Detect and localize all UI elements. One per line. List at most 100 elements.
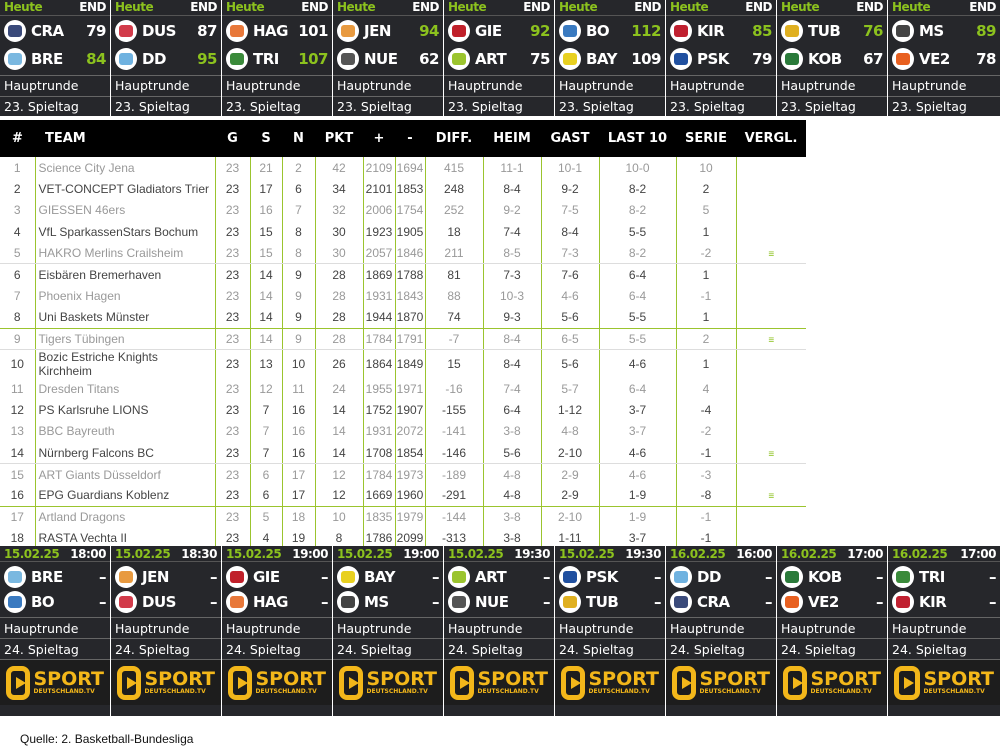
game-header: Heute END — [222, 0, 332, 15]
game-header: Heute END — [555, 0, 665, 15]
table-row[interactable]: 4 VfL SparkassenStars Bochum 23 15 8 30 1923 19… — [0, 221, 806, 243]
table-row[interactable]: 6 Eisbären Bremerhaven 23 14 9 28 1869 1788 81 7-… — [0, 263, 806, 286]
broadcaster-logo[interactable]: SPORT DEUTSCHLAND.TV — [333, 659, 443, 705]
col-header[interactable]: DIFF. — [425, 120, 483, 157]
cell-: 1955 — [362, 378, 395, 400]
table-row[interactable]: 15 ART Giants Düsseldorf 23 6 17 12 1784 1973 -1… — [0, 463, 806, 485]
game-header: Heute END — [444, 0, 554, 15]
game-card[interactable]: 15.02.25 19:30 PSK – TUB – Hauptrunde 24. Spiel… — [555, 546, 665, 716]
game-teams: DUS 87 DD 95 — [111, 14, 221, 75]
broadcaster-logo[interactable]: SPORT DEUTSCHLAND.TV — [444, 659, 554, 705]
table-row[interactable]: 7 Phoenix Hagen 23 14 9 28 1931 1843 88 10-3 4-6 6-… — [0, 285, 806, 307]
col-header[interactable]: S — [250, 120, 282, 157]
cell-g: 23 — [214, 328, 250, 351]
game-card[interactable]: 16.02.25 16:00 DD – CRA – Hauptrunde 24. Spielt… — [666, 546, 776, 716]
col-header[interactable]: - — [395, 120, 425, 157]
table-row[interactable]: 9 Tigers Tübingen 23 14 9 28 1784 1791 -7 8-4 6-5 5… — [0, 328, 806, 351]
broadcaster-logo[interactable]: SPORT DEUTSCHLAND.TV — [888, 659, 1000, 705]
col-header[interactable]: GAST — [541, 120, 599, 157]
game-status-day: Heute — [892, 0, 931, 15]
game-card[interactable]: Heute END GIE 92 ART 75 Hauptrunde 23. Spieltag — [444, 0, 554, 116]
col-header[interactable]: VERGL. — [736, 120, 806, 157]
game-card[interactable]: Heute END MS 89 VE2 78 Hauptrunde 23. Spieltag — [888, 0, 1000, 116]
team-score: 84 — [86, 50, 106, 69]
col-header[interactable]: + — [363, 120, 395, 157]
game-card[interactable]: Heute END TUB 76 KOB 67 Hauptrunde 23. Spieltag — [777, 0, 887, 116]
game-card[interactable]: Heute END JEN 94 NUE 62 Hauptrunde 23. Spieltag — [333, 0, 443, 116]
team-abbr: BRE — [31, 567, 63, 586]
team-logo-icon — [670, 48, 692, 71]
game-card[interactable]: 15.02.25 19:00 BAY – MS – Hauptrunde 24. Spielt… — [333, 546, 443, 716]
team-logo-icon — [226, 565, 248, 588]
cell-n: 7 — [281, 199, 315, 222]
broadcaster-logo[interactable]: SPORT DEUTSCHLAND.TV — [777, 659, 887, 705]
table-row[interactable]: 5 HAKRO Merlins Crailsheim 23 15 8 30 2057 1846… — [0, 242, 806, 265]
game-card[interactable]: Heute END CRA 79 BRE 84 Hauptrunde 23. Spieltag — [0, 0, 110, 116]
broadcaster-logo[interactable]: SPORT DEUTSCHLAND.TV — [222, 659, 332, 705]
team-abbr: VE2 — [808, 593, 839, 612]
game-header: 15.02.25 19:30 — [555, 546, 665, 561]
cell-pkt: 8 — [314, 527, 363, 550]
broadcaster-logo[interactable]: SPORT DEUTSCHLAND.TV — [0, 659, 110, 705]
team-row-home: PSK – — [559, 565, 662, 588]
game-round: Hauptrunde — [111, 617, 221, 638]
game-card[interactable]: 15.02.25 19:00 GIE – HAG – Hauptrunde 24. Spiel… — [222, 546, 332, 716]
col-header[interactable]: HEIM — [483, 120, 541, 157]
game-card[interactable]: Heute END BO 112 BAY 109 Hauptrunde 23. Spielta… — [555, 0, 665, 116]
cell-pkt: 28 — [314, 285, 363, 307]
table-row[interactable]: 13 BBC Bayreuth 23 7 16 14 1931 2072 -141 3-8 4-8 3… — [0, 420, 806, 443]
table-row[interactable]: 3 GIESSEN 46ers 23 16 7 32 2006 1754 252 9-2 7-5 8-… — [0, 199, 806, 222]
game-card[interactable]: Heute END HAG 101 TRI 107 Hauptrunde 23. Spielt… — [222, 0, 332, 116]
col-header[interactable]: LAST 10 — [599, 120, 676, 157]
table-row[interactable]: 18 RASTA Vechta II 23 4 19 8 1786 2099 -313 3-8 1-… — [0, 527, 806, 550]
game-matchday: 23. Spieltag — [444, 95, 554, 116]
table-row[interactable]: 12 PS Karlsruhe LIONS 23 7 16 14 1752 1907 -155 6… — [0, 399, 806, 421]
compare-icon[interactable]: ≡ — [768, 491, 775, 503]
team-row-away: DD 95 — [115, 48, 217, 71]
game-matchday: 24. Spieltag — [888, 638, 1000, 659]
team-logo-icon — [115, 20, 137, 43]
game-card[interactable]: Heute END KIR 85 PSK 79 Hauptrunde 23. Spieltag — [666, 0, 776, 116]
game-time: 19:00 — [403, 546, 439, 561]
cell-: 1788 — [394, 263, 425, 286]
game-header: 16.02.25 17:00 — [888, 546, 1000, 561]
col-header[interactable]: SERIE — [676, 120, 736, 157]
game-card[interactable]: 15.02.25 19:30 ART – NUE – Hauptrunde 24. Spiel… — [444, 546, 554, 716]
table-row[interactable]: 17 Artland Dragons 23 5 18 10 1835 1979 -144 3-8 2… — [0, 506, 806, 528]
cell-g: 23 — [214, 306, 250, 329]
cell-vergl — [735, 349, 806, 379]
cell-s: 14 — [249, 263, 282, 286]
cell-diff: -291 — [424, 484, 483, 507]
broadcaster-logo[interactable]: SPORT DEUTSCHLAND.TV — [666, 659, 776, 705]
col-header[interactable]: PKT — [315, 120, 363, 157]
compare-icon[interactable]: ≡ — [768, 448, 775, 460]
col-header[interactable]: G — [215, 120, 250, 157]
game-card[interactable]: 16.02.25 17:00 TRI – KIR – Hauptrunde 24. Spiel… — [888, 546, 1000, 716]
broadcaster-logo[interactable]: SPORT DEUTSCHLAND.TV — [555, 659, 665, 705]
cell-: 9 — [0, 328, 35, 351]
table-row[interactable]: 1 Science City Jena 23 21 2 42 2109 1694 415 11-1… — [0, 157, 806, 179]
game-card[interactable]: Heute END DUS 87 DD 95 Hauptrunde 23. Spieltag — [111, 0, 221, 116]
table-row[interactable]: 11 Dresden Titans 23 12 11 24 1955 1971 -16 7-4 5-… — [0, 378, 806, 400]
broadcaster-title: SPORT — [33, 668, 105, 690]
game-card[interactable]: 15.02.25 18:00 BRE – BO – Hauptrunde 24. Spielt… — [0, 546, 110, 716]
team-logo-icon — [4, 591, 26, 614]
table-row[interactable]: 14 Nürnberg Falcons BC 23 7 16 14 1708 1854 -146… — [0, 442, 806, 465]
col-header[interactable]: # — [0, 120, 35, 157]
col-header[interactable]: N — [282, 120, 315, 157]
team-logo-icon — [559, 48, 581, 71]
cell-team: Bozic Estriche Knights Kirchheim — [34, 349, 215, 379]
game-card[interactable]: 16.02.25 17:00 KOB – VE2 – Hauptrunde 24. Spiel… — [777, 546, 887, 716]
compare-icon[interactable]: ≡ — [768, 249, 775, 260]
table-row[interactable]: 10 Bozic Estriche Knights Kirchheim 23 13 10… — [0, 349, 806, 379]
team-score: – — [765, 593, 773, 612]
game-teams: KOB – VE2 – — [777, 561, 887, 617]
game-card[interactable]: 15.02.25 18:30 JEN – DUS – Hauptrunde 24. Spiel… — [111, 546, 221, 716]
compare-icon[interactable]: ≡ — [768, 334, 775, 346]
cell-diff: 18 — [424, 221, 483, 243]
table-row[interactable]: 16 EPG Guardians Koblenz 23 6 17 12 1669 1960 -2… — [0, 484, 806, 507]
col-header[interactable]: TEAM — [35, 120, 215, 157]
broadcaster-logo[interactable]: SPORT DEUTSCHLAND.TV — [111, 659, 221, 705]
table-row[interactable]: 8 Uni Baskets Münster 23 14 9 28 1944 1870 74 9-3… — [0, 306, 806, 329]
table-row[interactable]: 2 VET-CONCEPT Gladiators Trier 23 17 6 34 2101… — [0, 178, 806, 200]
